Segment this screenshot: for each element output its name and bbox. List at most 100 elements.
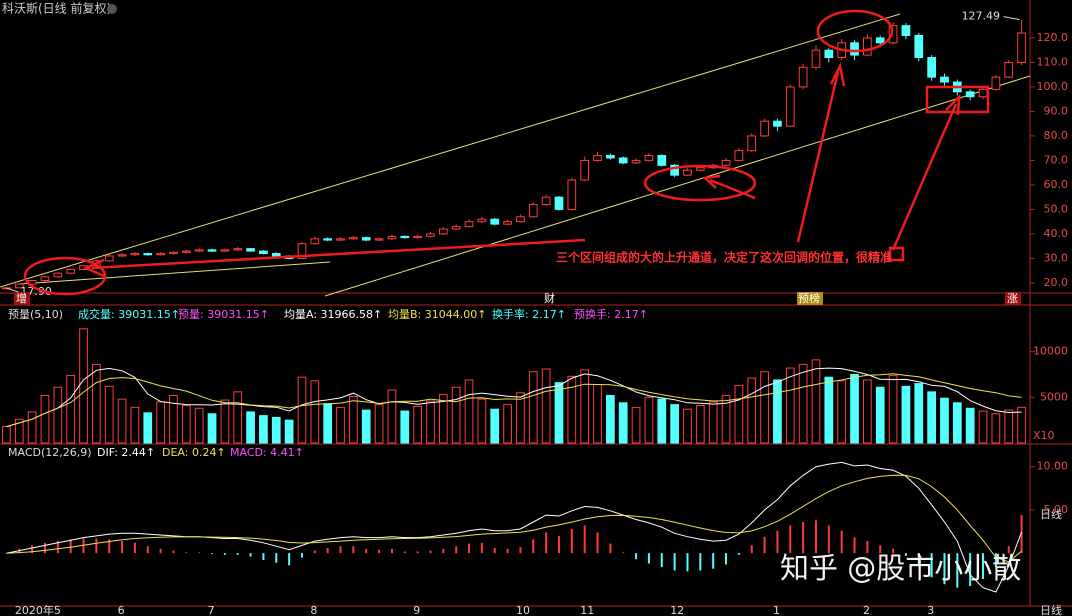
volume-bar (593, 384, 602, 444)
volume-bar (747, 377, 757, 444)
volume-bar (875, 386, 885, 444)
volume-bar (246, 411, 255, 444)
readout: 均量B: 31044.00↑ (388, 308, 486, 321)
candle-body (811, 49, 821, 68)
volume-bar (927, 391, 936, 444)
candle-body (207, 249, 217, 252)
y-tick-label: 10.00 (1037, 460, 1069, 473)
y-tick-label: 60.0 (1044, 178, 1069, 191)
volume-bar (837, 380, 847, 444)
highlight-box (888, 246, 905, 262)
candle-body (644, 155, 654, 161)
candle-body (233, 248, 243, 251)
min-pointer (6, 287, 19, 293)
volume-bar (310, 380, 320, 444)
arrowhead (829, 62, 846, 87)
x-tick-label: 2 (863, 604, 870, 616)
candle-body (760, 120, 769, 137)
volume-bar (824, 376, 834, 444)
volume-bar (194, 407, 204, 444)
candle-body (426, 233, 435, 237)
line (6, 373, 1022, 428)
candle-body (259, 250, 268, 255)
candle-body (850, 42, 859, 56)
volume-bar (259, 415, 268, 444)
y-tick-label: 5000 (1040, 390, 1068, 403)
volume-bar (143, 412, 153, 444)
volume-bar (79, 328, 88, 444)
volume-bar (811, 359, 821, 444)
volume-bar (554, 382, 564, 444)
candle-body (503, 221, 512, 225)
volume-bar (606, 394, 615, 444)
volume-bar (863, 379, 872, 444)
event-marker: 预榜 (798, 291, 820, 305)
y-tick-label: 70.0 (1044, 153, 1069, 166)
candle-body (965, 91, 975, 98)
candle-body (194, 249, 204, 252)
x-tick-label: 6 (118, 604, 125, 616)
candle-body (181, 250, 191, 253)
candle-body (438, 228, 448, 235)
x-tick-label: 11 (580, 604, 594, 616)
unit-label: X10 (1033, 429, 1055, 442)
volume-bar (901, 385, 911, 444)
candle-body (361, 237, 371, 241)
annotations (23, 9, 990, 296)
candle-body (130, 253, 140, 256)
y-tick-label: 30.0 (1044, 251, 1069, 264)
candle-body (1017, 32, 1026, 63)
candle-body (374, 238, 384, 241)
readout: 换手率: 2.17↑ (492, 307, 566, 321)
annotation-note: 三个区间组成的大的上升通道，决定了这次回调的位置，很精准 (556, 250, 892, 265)
volume-bar (2, 426, 11, 444)
volume-bar (1017, 406, 1026, 444)
candle-body (464, 221, 474, 228)
marker-bg (14, 292, 30, 305)
volume-bar (490, 408, 500, 444)
volume-bar (580, 369, 590, 444)
candle-body (40, 276, 50, 281)
volume-bar (888, 374, 898, 444)
volume-bar (271, 416, 281, 444)
volume-bar (66, 374, 76, 444)
candle-body (914, 34, 924, 59)
volume-bar (14, 418, 24, 444)
candle-body (721, 159, 731, 166)
candle-body (593, 155, 602, 161)
volume-bar (670, 404, 679, 444)
candle-body (1004, 61, 1014, 78)
x-tick-label: 1 (773, 604, 780, 616)
y-tick-label: 10000 (1033, 345, 1068, 358)
volume-bar (516, 392, 525, 444)
highlight-ellipse (23, 256, 107, 296)
arrow (891, 103, 958, 251)
volume-bar (850, 373, 859, 444)
volume-bar (323, 403, 333, 444)
candle-body (541, 196, 551, 206)
line (6, 474, 1022, 563)
dropdown-icon[interactable] (107, 4, 117, 14)
max-pointer (1003, 16, 1020, 21)
volume-bar (991, 413, 1001, 444)
volume-bar (952, 402, 962, 444)
x-tick-label: 8 (310, 604, 317, 616)
arrow (709, 178, 756, 200)
candle-body (824, 49, 834, 59)
volume-bar (374, 404, 384, 444)
y-tick-label: 100.0 (1037, 80, 1069, 93)
volume-bar (349, 395, 358, 444)
x-tick-label: 9 (413, 604, 420, 616)
volume-bar (400, 410, 410, 444)
volume-bar (940, 397, 949, 444)
candle-body (310, 238, 320, 245)
arrowhead (945, 93, 961, 116)
volume-bar (1004, 409, 1014, 444)
candle-body (567, 179, 577, 210)
readout: 预量: 39031.15↑ (178, 308, 269, 321)
readout: 成交量: 39031.15↑ (78, 307, 180, 321)
volume-bar (438, 394, 448, 444)
plot: 20.030.040.050.060.070.080.090.0100.0110… (2, 10, 1069, 616)
candle-body (477, 218, 487, 223)
